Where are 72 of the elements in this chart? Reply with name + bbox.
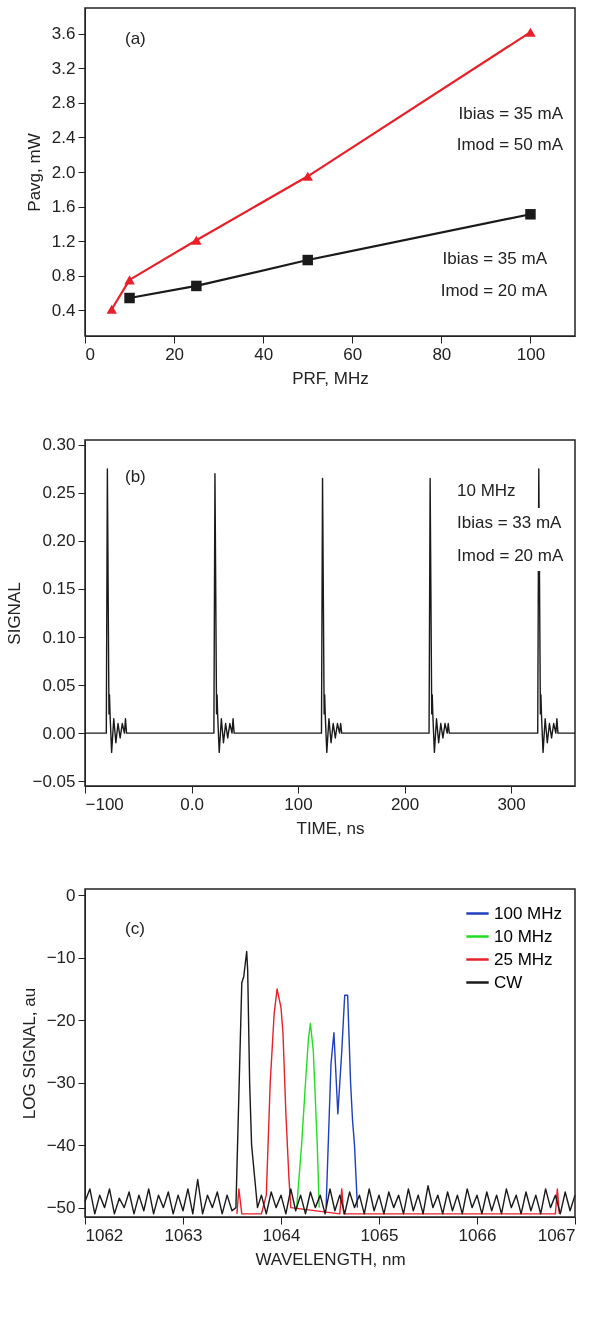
legend-label: CW: [494, 972, 523, 992]
annotation: (b): [125, 467, 146, 486]
x-tick-label: 1064: [262, 1225, 301, 1245]
x-tick-label: 80: [432, 344, 452, 364]
y-tick-label: 2.8: [51, 93, 76, 113]
y-tick-label: −0.05: [32, 771, 76, 791]
y-tick-label: 0.00: [42, 723, 76, 743]
y-tick-label: −10: [46, 948, 76, 968]
x-tick-label: 40: [254, 344, 274, 364]
y-axis-title: LOG SIGNAL, au: [19, 987, 39, 1120]
y-tick-label: −30: [46, 1073, 76, 1093]
point: [106, 304, 117, 314]
y-tick-label: 0: [66, 885, 76, 905]
x-tick-label: 1065: [360, 1225, 399, 1245]
x-tick-label: −100: [85, 794, 124, 814]
y-tick-label: −20: [46, 1010, 76, 1030]
y-tick-label: 0.20: [42, 531, 76, 551]
annotation: Imod = 20 mA: [457, 546, 564, 565]
annotation: Ibias = 33 mA: [457, 513, 563, 532]
x-tick-label: 0: [85, 344, 95, 364]
y-tick-label: 1.6: [51, 197, 76, 217]
point: [191, 235, 202, 245]
point: [302, 171, 313, 181]
legend-label: 10 MHz: [494, 926, 553, 946]
y-tick-label: 0.4: [51, 300, 76, 320]
x-axis-title: PRF, MHz: [292, 368, 369, 388]
y-tick-label: 0.8: [51, 266, 76, 286]
legend-label: 100 MHz: [494, 903, 563, 923]
x-tick-label: 20: [165, 344, 185, 364]
x-tick-label: 1066: [458, 1225, 497, 1245]
x-tick-label: 300: [497, 794, 526, 814]
annotation: (c): [125, 919, 145, 938]
point: [191, 280, 202, 292]
x-tick-label: 100: [284, 794, 313, 814]
y-tick-label: 0.10: [42, 627, 76, 647]
x-tick-label: 200: [390, 794, 420, 814]
x-tick-label: 1062: [85, 1225, 124, 1245]
y-tick-label: 0.15: [42, 579, 76, 599]
annotation: Imod = 50 mA: [456, 135, 564, 154]
y-tick-label: 3.2: [51, 58, 76, 78]
line-series: [295, 1022, 320, 1209]
x-axis-title: WAVELENGTH, nm: [255, 1249, 406, 1269]
y-tick-label: 0.25: [42, 483, 76, 503]
point: [124, 292, 135, 304]
y-tick-label: 3.6: [51, 24, 76, 44]
x-tick-label: 1063: [164, 1225, 203, 1245]
point: [525, 27, 536, 37]
y-axis-title: SIGNAL: [5, 582, 25, 645]
y-tick-label: −40: [46, 1135, 76, 1155]
x-axis-title: TIME, ns: [296, 818, 365, 838]
x-tick-label: 60: [343, 344, 363, 364]
y-tick-label: 0.05: [42, 675, 76, 695]
x-tick-label: 0.0: [180, 794, 204, 814]
y-axis-title: Pavg, mW: [24, 133, 44, 212]
y-tick-label: 0.30: [42, 435, 76, 455]
y-tick-label: 2.0: [51, 162, 76, 182]
annotation: (a): [125, 29, 146, 48]
line-series: [236, 988, 561, 1215]
annotation: Imod = 20 mA: [440, 281, 548, 300]
y-tick-label: 2.4: [51, 127, 76, 147]
y-tick-label: 1.2: [51, 231, 76, 251]
x-tick-label: 1067: [537, 1225, 576, 1245]
line-series: [325, 994, 359, 1209]
x-tick-label: 100: [516, 344, 546, 364]
point: [525, 209, 536, 220]
annotation: Ibias = 35 mA: [442, 249, 548, 268]
legend-label: 25 MHz: [494, 949, 553, 969]
annotation: Ibias = 35 mA: [458, 104, 564, 123]
y-tick-label: −50: [46, 1198, 76, 1218]
point: [302, 254, 313, 266]
point: [124, 275, 135, 285]
annotation: 10 MHz: [457, 481, 516, 500]
